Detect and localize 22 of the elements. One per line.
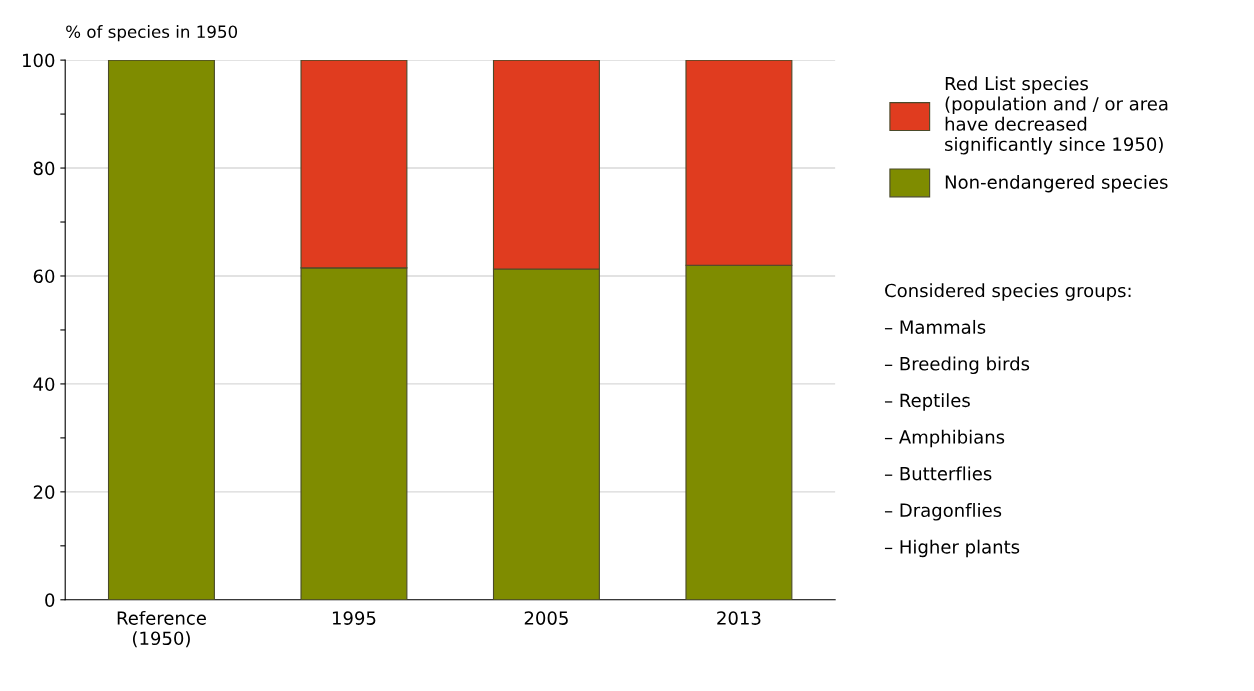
y-tick-label: 0 (45, 593, 55, 607)
x-tick-label: Reference (1950) (117, 610, 206, 648)
text: – Reptiles (884, 393, 970, 411)
x-tick-label: 2005 (524, 611, 568, 625)
text: Considered species groups: (885, 283, 1131, 301)
text: – Breeding birds (884, 356, 1030, 375)
y-tick-label: 80 (33, 161, 55, 176)
y-tick-label: 60 (33, 269, 55, 284)
bar (107, 60, 215, 600)
text: – Amphibians (884, 429, 1005, 448)
legend-label: Red List species (population and / or area have decreased significantly since 1950) (945, 76, 1168, 155)
x-tick-label: 1995 (332, 611, 376, 625)
y-tick-label: 100 (23, 53, 55, 68)
text: – Butterflies (884, 466, 992, 481)
y-tick-label: 40 (33, 377, 55, 392)
legend-label: Non-endangered species (945, 174, 1168, 193)
y-axis-title: % of species in 1950 (66, 25, 238, 42)
text: – Higher plants (884, 539, 1020, 558)
text: – Dragonflies (884, 503, 1002, 521)
x-tick-label: 2013 (717, 611, 761, 625)
y-tick-label: 20 (33, 485, 55, 499)
text: – Mammals (884, 319, 986, 334)
